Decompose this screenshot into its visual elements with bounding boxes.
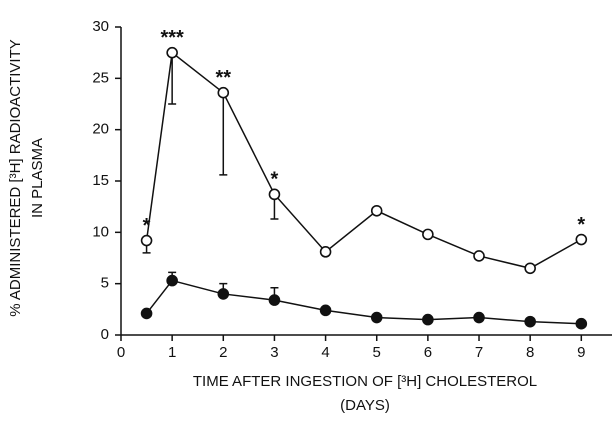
x-tick-label: 5	[373, 344, 381, 361]
x-axis-label: TIME AFTER INGESTION OF [³H] CHOLESTEROL	[193, 373, 537, 390]
annotation: *	[143, 215, 151, 237]
y-axis-label: IN PLASMA	[29, 138, 46, 218]
x-tick-label: 3	[270, 344, 278, 361]
data-point	[268, 294, 281, 306]
data-point	[140, 234, 153, 247]
data-point	[370, 204, 383, 217]
y-axis-label: % ADMINISTERED [³H] RADIOACTIVITY	[7, 39, 24, 317]
data-point	[422, 313, 434, 326]
annotation: *	[271, 169, 279, 191]
data-point	[524, 262, 536, 275]
data-point	[166, 274, 178, 287]
annotation: ***	[160, 27, 184, 49]
x-axis-label: (DAYS)	[340, 397, 390, 414]
data-point	[575, 233, 588, 246]
y-tick-label: 30	[92, 18, 109, 35]
data-point	[473, 250, 485, 262]
x-tick-label: 9	[577, 344, 585, 361]
data-point	[268, 188, 281, 201]
data-point	[217, 288, 230, 300]
annotation: *	[577, 214, 585, 236]
series-line	[145, 51, 582, 270]
x-tick-label: 8	[526, 344, 534, 361]
x-tick-label: 1	[168, 344, 176, 361]
data-point	[166, 46, 178, 59]
data-point	[217, 86, 230, 99]
y-tick-label: 25	[92, 69, 109, 86]
data-point	[319, 246, 332, 258]
y-tick-label: 5	[101, 275, 109, 292]
y-tick-label: 20	[92, 121, 109, 138]
data-point	[575, 317, 588, 330]
data-point	[422, 228, 434, 241]
x-tick-label: 2	[219, 344, 227, 361]
annotation: **	[216, 67, 232, 89]
error-bar	[219, 92, 228, 176]
data-point	[319, 304, 332, 317]
y-tick-label: 10	[92, 223, 109, 240]
error-bar	[168, 52, 177, 105]
series-line	[145, 279, 582, 325]
x-tick-label: 7	[475, 344, 483, 361]
y-tick-label: 15	[92, 172, 109, 189]
data-point	[524, 315, 536, 328]
x-tick-label: 6	[424, 344, 432, 361]
data-point	[473, 311, 485, 324]
data-point	[140, 307, 153, 320]
x-tick-label: 4	[321, 344, 329, 361]
data-point	[370, 311, 383, 324]
y-tick-label: 0	[101, 326, 109, 343]
x-tick-label: 0	[117, 344, 125, 361]
